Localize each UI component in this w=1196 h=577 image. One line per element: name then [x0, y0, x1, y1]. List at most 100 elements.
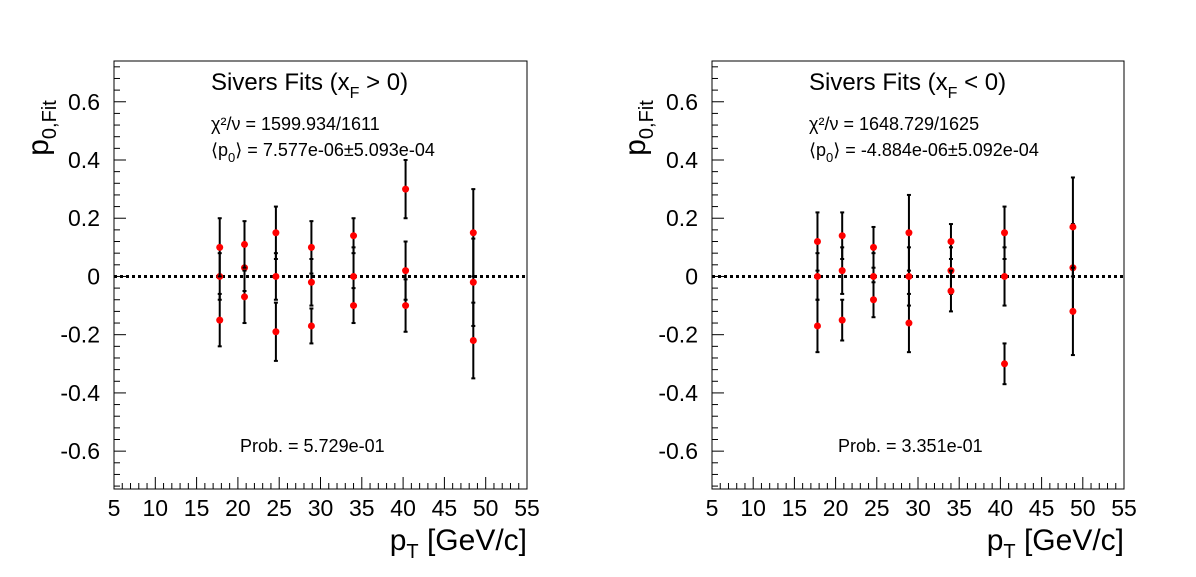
chart-title: Sivers Fits (xF > 0)	[211, 69, 408, 102]
point-marker	[813, 238, 821, 246]
point-marker	[813, 322, 821, 330]
data-point	[402, 158, 410, 220]
point-marker	[870, 243, 878, 251]
point-marker	[272, 229, 280, 237]
point-marker	[272, 272, 280, 280]
x-tick-label: 40	[390, 495, 416, 521]
y-tick-label: 0.6	[68, 89, 100, 115]
point-marker	[813, 272, 821, 280]
data-point	[469, 188, 477, 278]
point-marker	[241, 240, 249, 248]
point-marker	[1069, 223, 1077, 231]
data-point	[813, 298, 821, 354]
y-tick-labels: -0.6 -0.4 -0.2 0 0.2 0.4 0.6	[60, 89, 100, 464]
point-marker	[350, 232, 358, 240]
y-tick-label: 0.4	[68, 147, 100, 173]
prob-label: Prob. = 3.351e-01	[838, 436, 983, 456]
data-point	[905, 193, 913, 272]
data-point	[905, 292, 913, 354]
point-marker	[947, 287, 955, 295]
x-tick-label: 20	[823, 495, 849, 521]
point-marker	[838, 316, 846, 324]
y-tick-label: 0.2	[68, 205, 100, 231]
data-point	[469, 301, 477, 380]
data-point	[307, 307, 315, 345]
axis-ticks	[113, 66, 528, 489]
x-tick-labels: 5 10 15 20 25 30 35 40 45 50 55	[706, 495, 1137, 521]
chart-title: Sivers Fits (xF < 0)	[809, 69, 1006, 102]
y-tick-label: -0.4	[60, 380, 100, 406]
point-marker	[307, 322, 315, 330]
point-marker	[1069, 307, 1077, 315]
y-tick-label: -0.6	[658, 438, 698, 464]
point-marker	[905, 272, 913, 280]
data-point	[1001, 342, 1009, 386]
mean-label: ⟨p0⟩ = -4.884e-06±5.092e-04	[809, 140, 1039, 165]
data-point	[1069, 176, 1077, 278]
data-point	[1001, 205, 1009, 260]
x-tick-label: 10	[740, 495, 766, 521]
point-marker	[870, 272, 878, 280]
x-tick-label: 25	[864, 495, 890, 521]
y-tick-label: -0.4	[658, 380, 698, 406]
x-tick-label: 30	[905, 495, 931, 521]
data-point	[350, 217, 358, 255]
data-point	[947, 223, 955, 260]
data-point	[402, 278, 410, 333]
x-tick-label: 55	[1111, 495, 1137, 521]
data-point	[870, 281, 878, 319]
chart-panel-left: 5 10 15 20 25 30 35 40 45 50 55 -0.6 -0.4 -0.2 0 0.2 0.…	[22, 60, 540, 563]
y-tick-label: -0.2	[658, 322, 698, 348]
x-tick-label: 20	[225, 495, 251, 521]
data-point	[216, 217, 224, 278]
axis-ticks	[711, 66, 1125, 489]
point-marker	[402, 185, 410, 193]
x-tick-labels: 5 10 15 20 25 30 35 40 45 50 55	[108, 495, 540, 521]
x-tick-label: 45	[1029, 495, 1055, 521]
x-tick-label: 5	[706, 495, 719, 521]
x-tick-label: 50	[473, 495, 499, 521]
point-marker	[905, 319, 913, 327]
x-tick-label: 25	[266, 495, 292, 521]
y-tick-label: 0.2	[666, 205, 698, 231]
point-marker	[350, 272, 358, 280]
point-marker	[1001, 360, 1009, 368]
point-marker	[905, 229, 913, 237]
point-marker	[402, 302, 410, 310]
point-marker	[216, 316, 224, 324]
point-marker	[1001, 229, 1009, 237]
data-point	[216, 292, 224, 348]
point-marker	[350, 302, 358, 310]
data-point	[350, 287, 358, 325]
point-marker	[870, 296, 878, 304]
y-tick-label: 0.6	[666, 89, 698, 115]
y-tick-label: 0	[87, 263, 100, 289]
data-point	[272, 301, 280, 362]
point-marker	[469, 229, 477, 237]
x-tick-label: 5	[108, 495, 121, 521]
point-marker	[241, 293, 249, 301]
data-point	[838, 298, 846, 342]
x-tick-label: 45	[432, 495, 458, 521]
point-marker	[469, 278, 477, 286]
mean-label: ⟨p0⟩ = 7.577e-06±5.093e-04	[211, 140, 435, 165]
chi2-label: χ²/ν = 1648.729/1625	[809, 114, 979, 134]
x-tick-label: 15	[782, 495, 808, 521]
prob-label: Prob. = 5.729e-01	[240, 436, 385, 456]
y-tick-labels: -0.6 -0.4 -0.2 0 0.2 0.4 0.6	[658, 89, 698, 464]
point-marker	[216, 243, 224, 251]
y-tick-label: -0.6	[60, 438, 100, 464]
y-axis-title: p0,Fit	[22, 100, 61, 156]
data-point	[947, 269, 955, 313]
x-tick-label: 30	[308, 495, 334, 521]
x-tick-label: 35	[349, 495, 375, 521]
data-points	[216, 158, 477, 380]
x-tick-label: 55	[514, 495, 540, 521]
point-marker	[1001, 272, 1009, 280]
point-marker	[838, 232, 846, 240]
data-point	[241, 269, 249, 325]
data-point	[241, 220, 249, 269]
chart-panel-right: 5 10 15 20 25 30 35 40 45 50 55 -0.6 -0.4 -0.2 0 0.2 0.…	[619, 60, 1137, 563]
